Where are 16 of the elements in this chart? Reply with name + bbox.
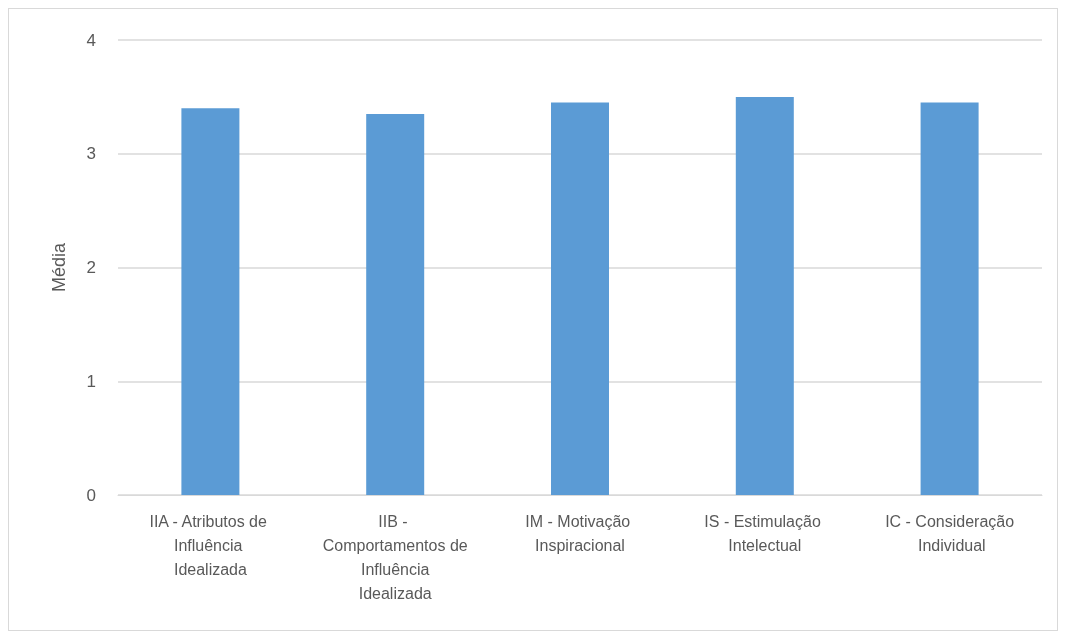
y-tick-label: 4 [86, 30, 96, 50]
y-tick-label: 1 [86, 371, 96, 391]
y-tick-label: 0 [86, 485, 96, 505]
x-tick-label: IC - Consideração Individual [885, 512, 1015, 554]
bar [551, 102, 609, 495]
y-tick-label: 2 [86, 258, 96, 277]
x-tick-label: IM - Motivação Inspiracional [525, 512, 635, 554]
y-axis-title: Média [49, 242, 69, 293]
bar [366, 113, 425, 495]
bar [181, 108, 240, 495]
bar [735, 96, 794, 495]
y-tick-label: 3 [86, 144, 96, 164]
x-tick-label: IIB - Comportamentos de Influência Idealizada [322, 512, 468, 602]
x-tick-label: IS - Estimulação Intelectual [704, 512, 826, 554]
bar [920, 102, 979, 495]
x-tick-label: IIA - Atributos de Influência Idealizada [149, 512, 272, 578]
